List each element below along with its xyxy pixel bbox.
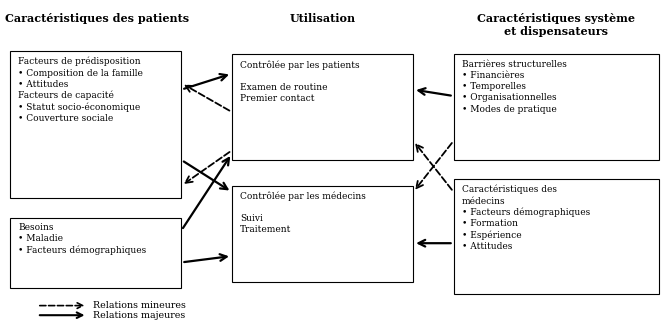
Text: Caractéristiques des
médecins
• Facteurs démographiques
• Formation
• Espérience: Caractéristiques des médecins • Facteurs… — [462, 185, 590, 251]
Text: Facteurs de prédisposition
• Composition de la famille
• Attitudes
Facteurs de c: Facteurs de prédisposition • Composition… — [18, 57, 143, 123]
Text: Relations majeures: Relations majeures — [93, 311, 185, 320]
FancyBboxPatch shape — [10, 218, 181, 288]
FancyBboxPatch shape — [232, 54, 413, 160]
Text: Barrières structurelles
• Financières
• Temporelles
• Organisationnelles
• Modes: Barrières structurelles • Financières • … — [462, 60, 566, 114]
FancyBboxPatch shape — [454, 54, 659, 160]
Text: Caractéristiques système
et dispensateurs: Caractéristiques système et dispensateur… — [477, 13, 636, 36]
Text: Besoins
• Maladie
• Facteurs démographiques: Besoins • Maladie • Facteurs démographiq… — [18, 223, 146, 255]
Text: Caractéristiques des patients: Caractéristiques des patients — [5, 13, 190, 24]
FancyBboxPatch shape — [232, 186, 413, 282]
FancyBboxPatch shape — [10, 51, 181, 198]
Text: Contrôlée par les patients

Examen de routine
Premier contact: Contrôlée par les patients Examen de rou… — [240, 60, 360, 103]
Text: Contrôlée par les médecins

Suivi
Traitement: Contrôlée par les médecins Suivi Traitem… — [240, 191, 366, 234]
Text: Utilisation: Utilisation — [290, 13, 355, 24]
Text: Relations mineures: Relations mineures — [93, 301, 185, 310]
FancyBboxPatch shape — [454, 179, 659, 294]
